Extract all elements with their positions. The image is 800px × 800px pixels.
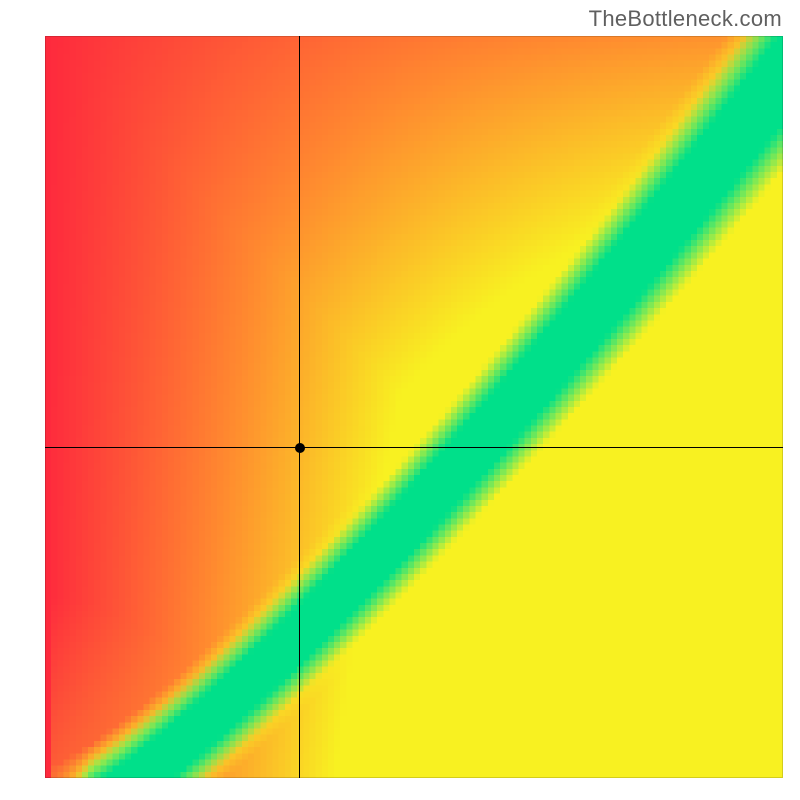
watermark-text: TheBottleneck.com: [589, 6, 782, 32]
plot-area: [45, 36, 783, 778]
crosshair-horizontal: [45, 447, 783, 448]
crosshair-marker: [295, 443, 305, 453]
bottleneck-heatmap: [45, 36, 783, 778]
crosshair-vertical: [299, 36, 300, 778]
